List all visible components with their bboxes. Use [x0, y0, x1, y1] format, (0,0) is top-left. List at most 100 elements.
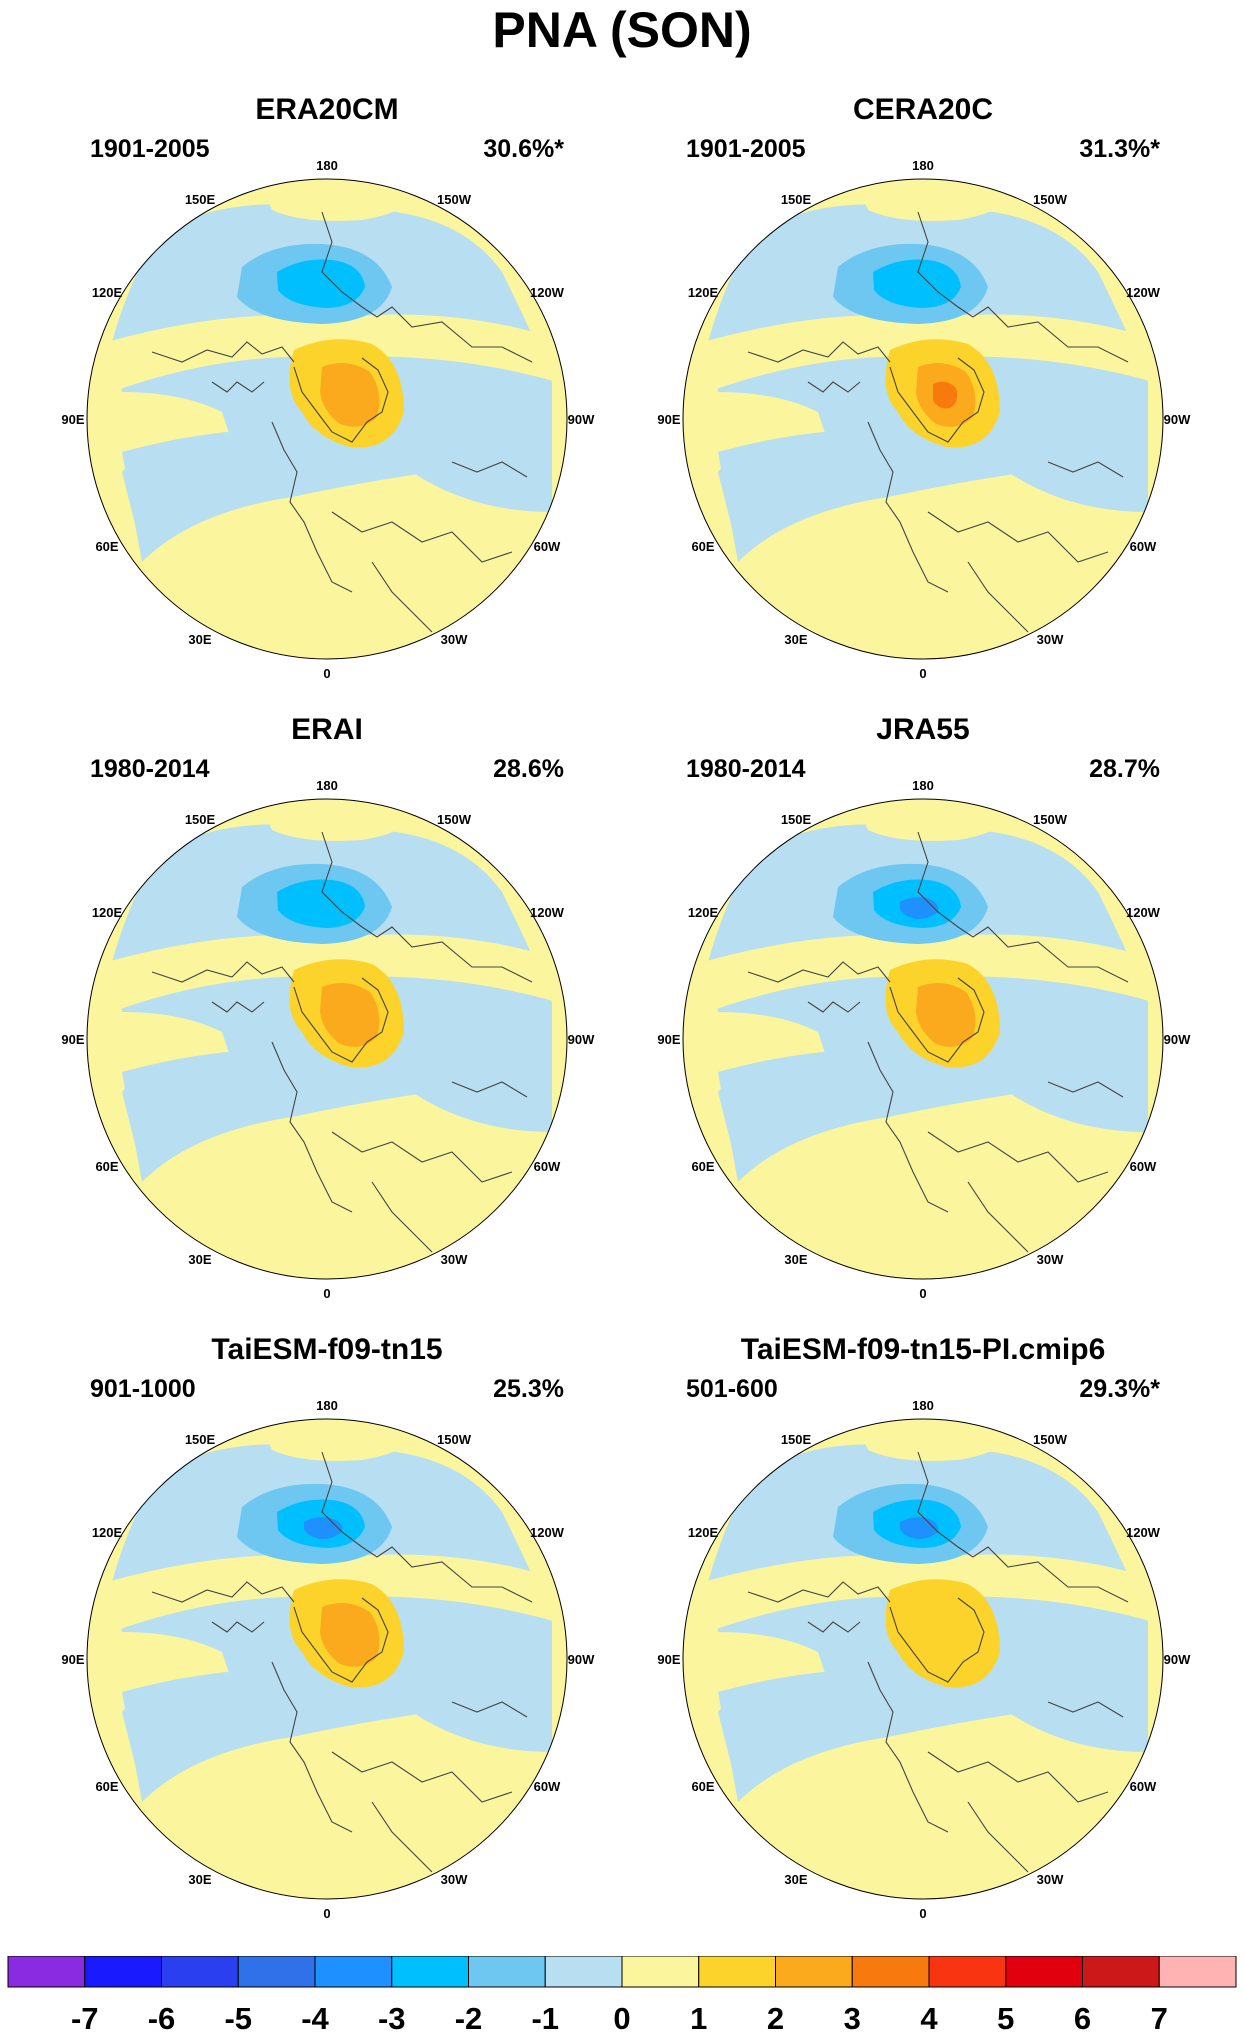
colorbar-label: 0	[613, 2001, 630, 2036]
panel-variance: 30.6%*	[483, 135, 564, 163]
positive-center-level	[320, 983, 380, 1047]
longitude-label: 150W	[1033, 812, 1068, 827]
longitude-label: 30W	[1037, 632, 1064, 647]
longitude-label: 60W	[534, 539, 561, 554]
map-panel: 180 150W 150E 120W 120E 90W 90E 60W 60E 30W 30E 0 Ta…	[628, 1332, 1218, 1922]
longitude-label: 120W	[1126, 1525, 1161, 1540]
colorbar-swatch	[1158, 1956, 1237, 1988]
colorbar-label: 5	[997, 2001, 1014, 2036]
longitude-label: 0	[919, 666, 926, 681]
longitude-label: 120E	[92, 285, 123, 300]
colorbar-label: 3	[844, 2001, 861, 2036]
longitude-label: 180	[316, 1398, 338, 1413]
longitude-label: 90E	[61, 412, 84, 427]
longitude-label: 60E	[691, 1779, 714, 1794]
longitude-label: 30E	[188, 1872, 211, 1887]
longitude-label: 180	[912, 1398, 934, 1413]
positive-center-level	[885, 1579, 1000, 1688]
longitude-label: 30W	[441, 632, 468, 647]
longitude-label: 30E	[188, 632, 211, 647]
colorbar-swatch	[84, 1956, 162, 1988]
colorbar-swatch	[391, 1956, 469, 1988]
longitude-label: 150E	[781, 812, 812, 827]
map-boundary	[682, 1418, 1164, 1900]
map-boundary	[682, 798, 1164, 1280]
longitude-label: 150W	[1033, 192, 1068, 207]
colorbar-label: -6	[148, 2001, 176, 2036]
longitude-label: 0	[919, 1906, 926, 1921]
longitude-label: 120W	[1126, 285, 1161, 300]
longitude-label: 90W	[1164, 412, 1191, 427]
negative-center-level	[277, 259, 365, 308]
negative-center-level	[277, 879, 365, 928]
longitude-label: 180	[912, 778, 934, 793]
colorbar-label: 7	[1151, 2001, 1168, 2036]
longitude-label: 90E	[657, 412, 680, 427]
longitude-label: 120W	[1126, 905, 1161, 920]
longitude-label: 60W	[534, 1159, 561, 1174]
longitude-label: 90E	[61, 1032, 84, 1047]
panel-variance: 29.3%*	[1079, 1375, 1160, 1403]
negative-center-level	[873, 259, 961, 308]
coastlines	[151, 831, 533, 1253]
longitude-label: 0	[323, 666, 330, 681]
negative-atlantic	[122, 1662, 432, 1802]
panel-title: CERA20C	[852, 93, 994, 126]
negative-atlantic	[122, 1042, 432, 1182]
longitude-label: 30E	[784, 632, 807, 647]
colorbar-label: -2	[455, 2001, 483, 2036]
colorbar-swatch	[775, 1956, 853, 1988]
positive-center-level	[916, 983, 976, 1047]
panel-period: 501-600	[686, 1375, 778, 1403]
longitude-label: 60E	[691, 539, 714, 554]
colorbar-swatch	[237, 1956, 316, 1988]
colorbar: -7 -6 -5 -4 -3 -2 -1 0 1 2 3 4 5 6 7	[7, 1956, 1237, 2036]
panel-title: TaiESM-f09-tn15	[211, 1333, 443, 1366]
panel-variance: 25.3%	[493, 1375, 564, 1403]
longitude-label: 180	[912, 158, 934, 173]
map-panel: 180 150W 150E 120W 120E 90W 90E 60W 60E 30W 30E 0 ER…	[32, 92, 622, 682]
longitude-label: 60E	[95, 1159, 118, 1174]
panel-title: TaiESM-f09-tn15-PI.cmip6	[740, 1333, 1106, 1366]
coastlines	[747, 211, 1129, 633]
colorbar-label: -7	[71, 2001, 99, 2036]
panel-period: 901-1000	[90, 1375, 196, 1403]
colorbar-label: -1	[531, 2001, 559, 2036]
longitude-label: 120E	[92, 905, 123, 920]
colorbar-swatch	[161, 1956, 239, 1988]
longitude-label: 0	[323, 1286, 330, 1301]
colorbar-swatch	[1005, 1956, 1083, 1988]
polar-map: 180 150W 150E 120W 120E 90W 90E 60W 60E 30W 30E 0	[61, 158, 595, 681]
longitude-label: 30W	[1037, 1252, 1064, 1267]
longitude-label: 120E	[92, 1525, 123, 1540]
polar-map: 180 150W 150E 120W 120E 90W 90E 60W 60E 30W 30E 0	[657, 1398, 1191, 1921]
longitude-label: 150W	[437, 1432, 472, 1447]
longitude-label: 120E	[688, 1525, 719, 1540]
longitude-label: 90E	[657, 1032, 680, 1047]
longitude-label: 150E	[185, 812, 216, 827]
longitude-label: 60W	[1130, 1159, 1157, 1174]
map-panel: 180 150W 150E 120W 120E 90W 90E 60W 60E 30W 30E 0 ER…	[32, 712, 622, 1302]
coastlines	[747, 1451, 1129, 1873]
colorbar-label: 1	[690, 2001, 707, 2036]
map-boundary	[86, 178, 568, 660]
longitude-label: 30W	[441, 1872, 468, 1887]
coastlines	[151, 1451, 533, 1873]
panel-variance: 28.6%	[493, 755, 564, 783]
longitude-label: 150E	[781, 1432, 812, 1447]
colorbar-label: -3	[378, 2001, 406, 2036]
longitude-label: 60W	[1130, 539, 1157, 554]
map-panel: 180 150W 150E 120W 120E 90W 90E 60W 60E 30W 30E 0 Ta…	[32, 1332, 622, 1922]
negative-atlantic	[718, 1662, 1028, 1802]
panel-period: 1980-2014	[686, 755, 806, 783]
longitude-label: 180	[316, 158, 338, 173]
longitude-label: 30W	[1037, 1872, 1064, 1887]
longitude-label: 60E	[95, 539, 118, 554]
negative-atlantic	[718, 1042, 1028, 1182]
colorbar-swatch	[314, 1956, 393, 1988]
panel-title: ERAI	[291, 713, 363, 746]
longitude-label: 30E	[188, 1252, 211, 1267]
longitude-label: 60E	[95, 1779, 118, 1794]
longitude-label: 180	[316, 778, 338, 793]
colorbar-swatch	[698, 1956, 776, 1988]
